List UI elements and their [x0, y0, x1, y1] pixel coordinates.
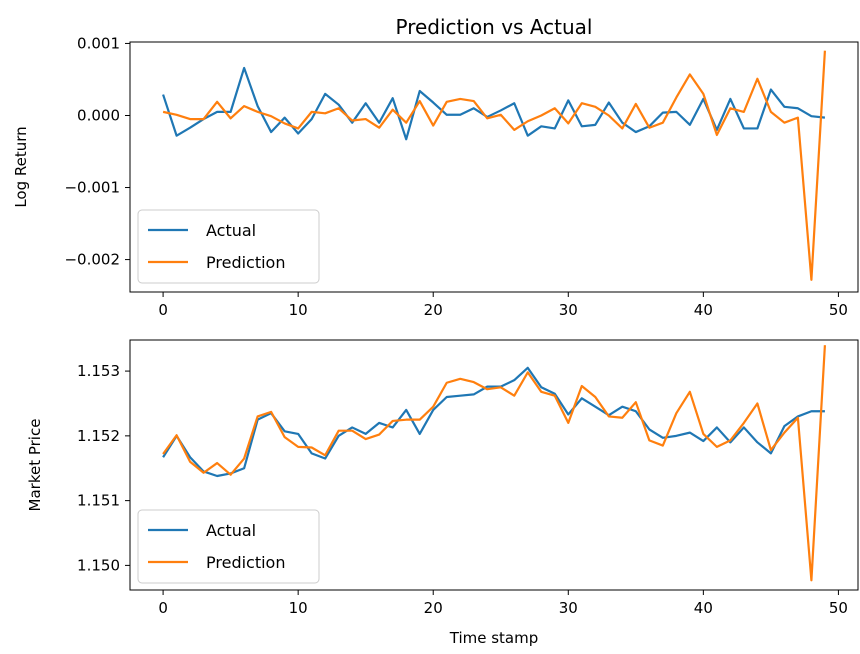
axes-frame — [129, 339, 859, 591]
legend-label-prediction: Prediction — [206, 253, 285, 272]
x-tick-label: 40 — [694, 301, 713, 319]
legend-label-actual: Actual — [206, 521, 256, 540]
y-tick-label: 1.151 — [77, 492, 120, 510]
log-return-plot: 0 10 20 30 40 50 −0.002 −0.001 0.000 0.001 Log Ret… — [12, 34, 859, 319]
y-tick-label: −0.002 — [64, 251, 120, 269]
legend-box — [137, 209, 320, 284]
chart-title: Prediction vs Actual — [396, 15, 593, 39]
x-tick-label: 0 — [158, 599, 168, 617]
y-tick-label: 1.152 — [77, 427, 120, 445]
x-tick-label: 30 — [559, 301, 578, 319]
legend-box — [137, 509, 320, 584]
y-tick-label: 1.153 — [77, 362, 120, 380]
market-price-plot: 0 10 20 30 40 50 1.150 1.151 1.152 1.153 Market Pr… — [26, 339, 859, 617]
x-tick-label: 10 — [289, 301, 308, 319]
y-axis-label: Market Price — [26, 419, 44, 512]
series-line-prediction — [162, 50, 827, 281]
x-tick-label: 0 — [158, 301, 168, 319]
series-line-actual — [162, 66, 826, 141]
x-tick-label: 20 — [424, 301, 443, 319]
x-tick-label: 30 — [559, 599, 578, 617]
x-tick-label: 50 — [829, 301, 848, 319]
legend: Actual Prediction — [137, 509, 320, 584]
x-tick-label: 20 — [424, 599, 443, 617]
y-tick-label: 1.150 — [77, 556, 120, 574]
y-tick-label: −0.001 — [64, 179, 120, 197]
series-line-prediction — [162, 345, 827, 582]
legend-label-prediction: Prediction — [206, 553, 285, 572]
y-axis-label: Log Return — [12, 126, 30, 207]
x-axis-label: Time stamp — [449, 629, 539, 647]
x-tick-label: 40 — [694, 599, 713, 617]
x-tick-label: 10 — [289, 599, 308, 617]
series-line-actual — [162, 366, 825, 478]
y-tick-label: 0.000 — [77, 106, 120, 124]
y-tick-label: 0.001 — [77, 34, 120, 52]
axes-frame — [129, 41, 859, 293]
legend: Actual Prediction — [137, 209, 320, 284]
legend-label-actual: Actual — [206, 221, 256, 240]
x-tick-label: 50 — [829, 599, 848, 617]
